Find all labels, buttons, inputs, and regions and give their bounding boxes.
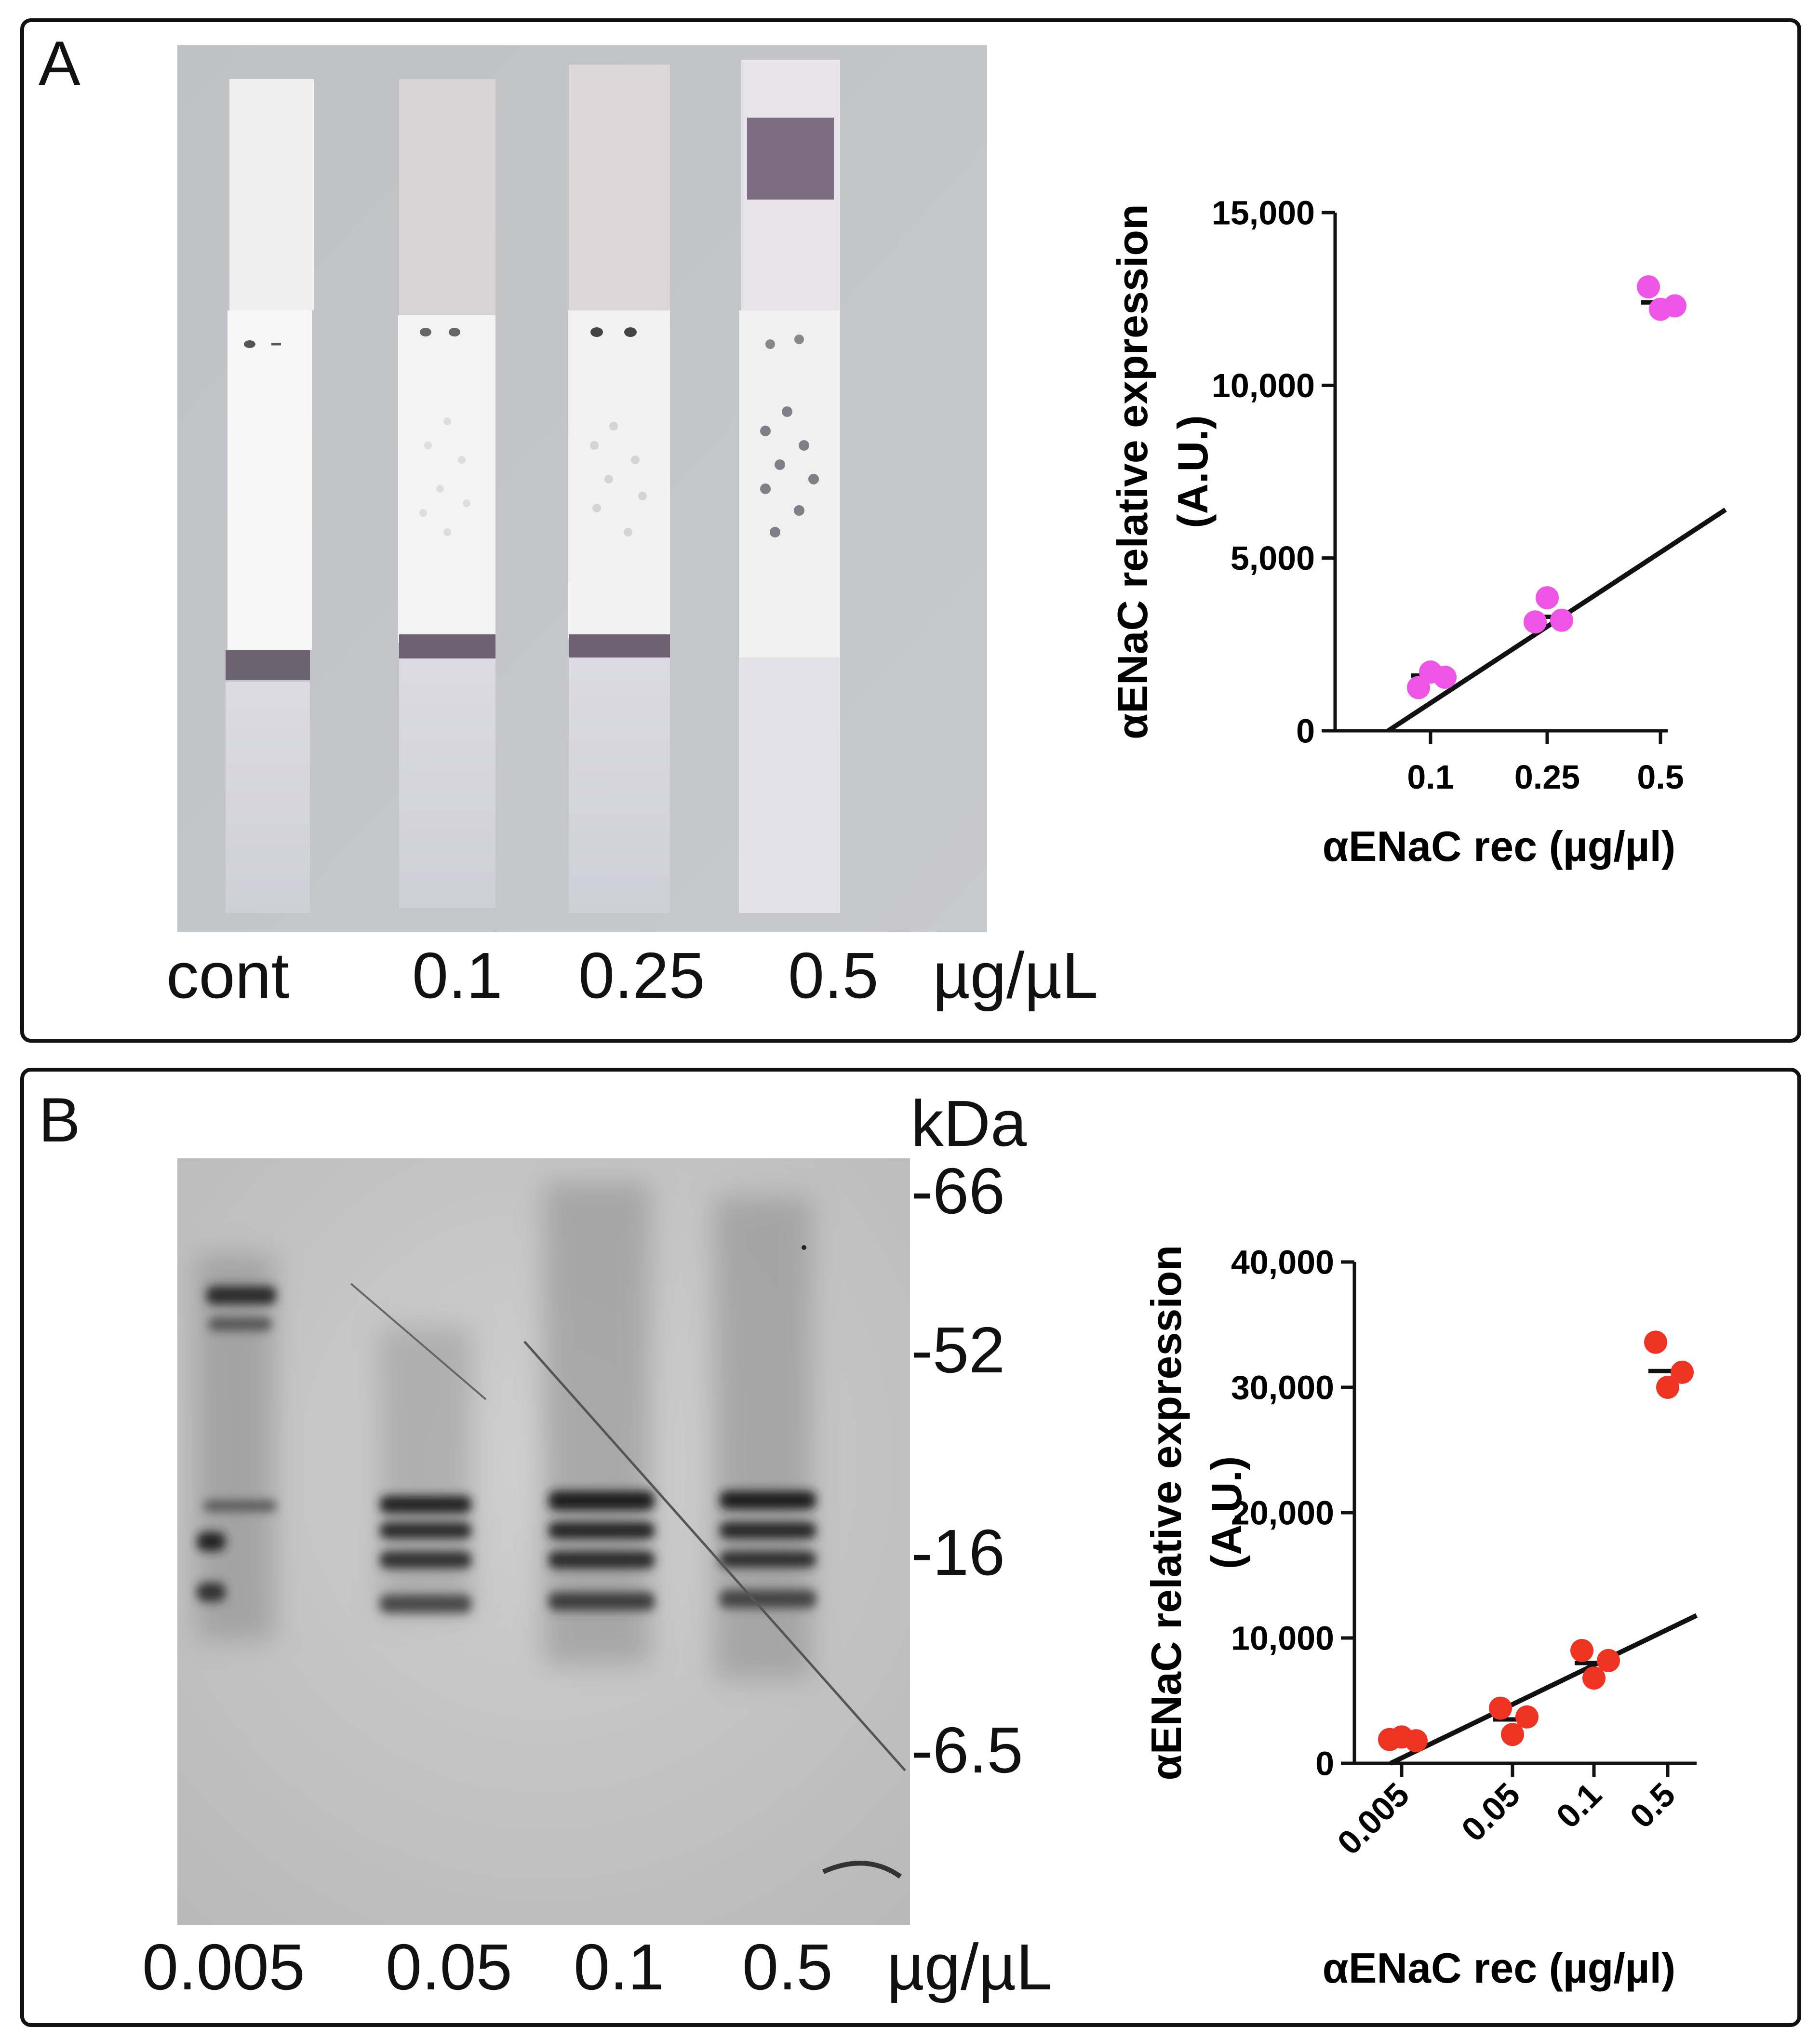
chart-a: αENaC relative expression (A.U.) 0 5,000 10,… <box>1109 194 1727 870</box>
y-tick-label: 40,000 <box>1231 1244 1334 1281</box>
data-point <box>1582 1666 1606 1690</box>
x-tick-label: 0.05 <box>1454 1775 1527 1848</box>
data-point <box>1637 275 1660 299</box>
y-axis-label: αENaC relative expression <box>1142 1245 1190 1781</box>
x-tick-label: 0.1 <box>1549 1775 1609 1835</box>
data-point <box>1550 608 1573 632</box>
lane-label-0-05: 0.05 <box>386 1931 512 2003</box>
x-tick-label: 0.005 <box>1330 1775 1417 1862</box>
panel-a: A <box>20 18 1801 1043</box>
data-point <box>1570 1639 1593 1662</box>
data-point <box>1405 1729 1428 1753</box>
data-point <box>1536 586 1559 610</box>
y-tick-label: 10,000 <box>1212 367 1315 404</box>
kda-marker-52: -52 <box>911 1314 1005 1386</box>
kda-marker-66: -66 <box>911 1154 1005 1227</box>
strip-label-0-1: 0.1 <box>412 939 503 1012</box>
y-tick-label: 0 <box>1296 712 1315 750</box>
data-point <box>1663 294 1686 318</box>
data-point <box>1524 610 1547 634</box>
data-point <box>1489 1696 1512 1720</box>
data-point <box>1515 1705 1539 1729</box>
strip-unit-label: µg/µL <box>933 939 1098 1012</box>
kda-title: kDa <box>911 1087 1027 1160</box>
data-point <box>1597 1649 1620 1672</box>
y-tick-label: 10,000 <box>1231 1620 1334 1657</box>
lane-unit-label: µg/µL <box>887 1931 1053 2003</box>
strip-label-0-25: 0.25 <box>578 939 705 1012</box>
data-point <box>1433 665 1457 689</box>
y-tick-label: 0 <box>1315 1745 1334 1783</box>
data-point <box>1407 676 1430 699</box>
chart-b: αENaC relative expression (A.U.) 0 10,000 20… <box>1142 1244 1698 1992</box>
x-axis-label: αENaC rec (µg/µl) <box>1323 822 1676 870</box>
lane-label-0-5: 0.5 <box>742 1931 833 2003</box>
y-axis-label: αENaC relative expression <box>1109 204 1156 739</box>
panel-a-letter: A <box>39 28 80 98</box>
data-point <box>1644 1330 1667 1354</box>
lane-label-0-1: 0.1 <box>574 1931 664 2003</box>
strip-cont <box>226 79 314 913</box>
lane-label-0-005: 0.005 <box>142 1931 305 2003</box>
y-tick-label: 30,000 <box>1231 1369 1334 1407</box>
panel-b: B <box>20 1068 1801 2027</box>
test-strips-photo <box>177 45 987 932</box>
data-point <box>1501 1723 1524 1746</box>
x-tick-label: 0.25 <box>1514 758 1580 796</box>
panel-b-letter: B <box>39 1085 80 1155</box>
kda-marker-16: -16 <box>911 1516 1005 1589</box>
data-point <box>1671 1360 1694 1384</box>
strip-0-5 <box>739 60 840 913</box>
x-tick-label: 0.1 <box>1407 758 1454 796</box>
strip-label-0-5: 0.5 <box>788 939 879 1012</box>
data-point <box>1656 1376 1679 1399</box>
x-tick-label: 0.5 <box>1623 1775 1683 1835</box>
western-blot-photo <box>177 1158 910 1925</box>
strip-0-25 <box>568 65 670 913</box>
fit-line <box>1389 1613 1698 1766</box>
y-axis-unit-label: (A.U.) <box>1203 1456 1250 1570</box>
kda-marker-6-5: -6.5 <box>911 1714 1023 1786</box>
strip-label-cont: cont <box>166 939 290 1012</box>
y-tick-label: 15,000 <box>1212 194 1315 232</box>
strip-0-1 <box>398 79 495 908</box>
x-tick-label: 0.5 <box>1637 758 1684 796</box>
x-axis-label: αENaC rec (µg/µl) <box>1323 1944 1676 1992</box>
y-axis-unit-label: (A.U.) <box>1169 415 1217 528</box>
y-tick-label: 20,000 <box>1231 1494 1334 1532</box>
y-tick-label: 5,000 <box>1231 539 1315 577</box>
